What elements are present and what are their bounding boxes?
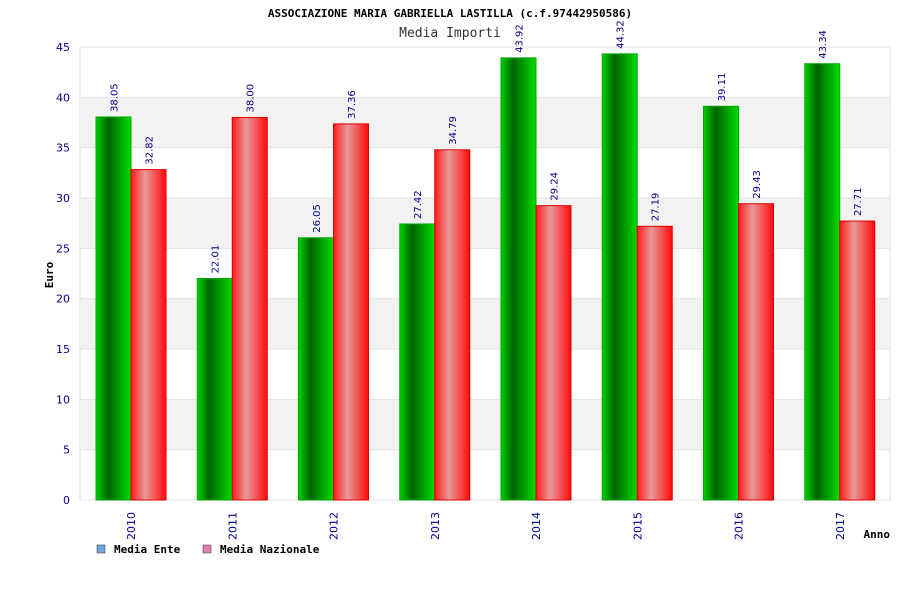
bar-media-ente-2012 xyxy=(298,237,334,501)
y-tick-label: 15 xyxy=(56,343,70,356)
x-tick-label: 2011 xyxy=(226,512,239,540)
bar-media-ente-2011 xyxy=(196,277,233,501)
data-label: 38.05 xyxy=(110,83,121,112)
bar-media-nazionale-2011 xyxy=(231,116,268,501)
legend-swatch-media-ente xyxy=(96,544,106,554)
bar-media-nazionale-2013 xyxy=(434,149,471,501)
y-tick-label: 45 xyxy=(56,41,70,54)
x-axis-label: Anno xyxy=(864,528,891,541)
y-axis-ticks: 0 5 10 15 20 25 30 35 40 45 xyxy=(56,41,70,507)
data-label: 39.11 xyxy=(717,73,728,102)
bar-media-ente-2013 xyxy=(399,223,436,501)
y-tick-label: 40 xyxy=(56,91,70,104)
data-label: 43.34 xyxy=(818,30,829,59)
bar-media-nazionale-2014 xyxy=(535,205,572,501)
y-axis-label: Euro xyxy=(43,261,56,288)
y-tick-label: 10 xyxy=(56,393,70,406)
data-label: 22.01 xyxy=(211,245,222,274)
x-tick-label: 2010 xyxy=(125,512,138,540)
bar-media-nazionale-2012 xyxy=(333,123,369,501)
x-tick-label: 2013 xyxy=(429,512,442,540)
data-label: 27.19 xyxy=(651,193,662,222)
y-tick-label: 30 xyxy=(56,192,70,205)
chart-subtitle: Media Importi xyxy=(399,26,501,41)
data-label: 44.32 xyxy=(616,20,627,49)
bar-media-ente-2017 xyxy=(804,63,841,501)
y-tick-label: 25 xyxy=(56,242,70,255)
data-label: 43.92 xyxy=(515,24,526,53)
bar-media-ente-2014 xyxy=(500,57,537,501)
bar-media-ente-2016 xyxy=(703,105,739,501)
bar-media-ente-2010 xyxy=(95,116,132,501)
data-label: 32.82 xyxy=(145,136,156,165)
legend-label-media-ente: Media Ente xyxy=(114,543,181,556)
data-label: 29.24 xyxy=(550,172,561,201)
bar-media-nazionale-2017 xyxy=(839,220,876,501)
data-label: 38.00 xyxy=(246,84,257,113)
bar-media-ente-2015 xyxy=(601,53,638,501)
data-label: 27.42 xyxy=(413,190,424,219)
y-tick-label: 35 xyxy=(56,142,70,155)
bar-media-nazionale-2016 xyxy=(738,203,774,501)
x-axis-ticks: 2010 2011 2012 2013 2014 2015 2016 2017 xyxy=(125,512,847,540)
bar-media-nazionale-2015 xyxy=(636,225,673,501)
data-label: 27.71 xyxy=(853,187,864,216)
data-labels: 38.05 32.82 22.01 38.00 26.05 37.36 27.42 34.79… xyxy=(110,20,865,273)
x-tick-label: 2017 xyxy=(834,512,847,540)
data-label: 34.79 xyxy=(448,116,459,145)
data-label: 29.43 xyxy=(752,170,763,199)
data-label: 26.05 xyxy=(312,204,323,233)
y-tick-label: 20 xyxy=(56,293,70,306)
y-tick-label: 5 xyxy=(63,444,70,457)
bars xyxy=(95,53,876,501)
grid-band xyxy=(80,97,890,148)
data-label: 37.36 xyxy=(347,90,358,119)
y-tick-label: 0 xyxy=(63,494,70,507)
bar-media-nazionale-2010 xyxy=(130,169,167,501)
x-tick-label: 2014 xyxy=(530,512,543,540)
legend-swatch-media-nazionale xyxy=(202,544,212,554)
chart-title: ASSOCIAZIONE MARIA GABRIELLA LASTILLA (c… xyxy=(268,7,632,20)
x-tick-label: 2016 xyxy=(733,512,746,540)
legend-label-media-nazionale: Media Nazionale xyxy=(220,543,320,556)
x-tick-label: 2012 xyxy=(328,512,341,540)
x-tick-label: 2015 xyxy=(631,512,644,540)
legend: Media Ente Media Nazionale xyxy=(96,543,320,556)
